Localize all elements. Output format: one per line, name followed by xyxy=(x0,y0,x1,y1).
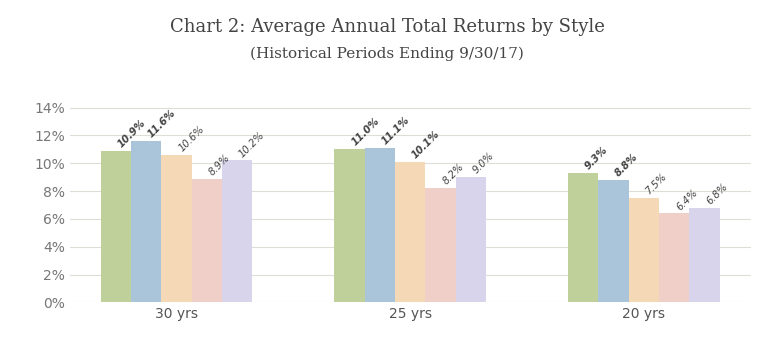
Text: 7.5%: 7.5% xyxy=(644,172,669,197)
Bar xyxy=(628,198,659,302)
Text: (Historical Periods Ending 9/30/17): (Historical Periods Ending 9/30/17) xyxy=(250,47,524,61)
Text: 11.1%: 11.1% xyxy=(380,115,412,147)
Text: 8.8%: 8.8% xyxy=(614,152,640,179)
Bar xyxy=(659,213,690,302)
Bar xyxy=(568,173,598,302)
Bar xyxy=(365,148,395,302)
Bar xyxy=(222,161,252,302)
Bar xyxy=(101,151,131,302)
Legend: Listed Equity REITs, Small-Cap Value, Large-Cap Value, Small-Cap Growth, Large-C: Listed Equity REITs, Small-Cap Value, La… xyxy=(67,355,753,360)
Text: 9.0%: 9.0% xyxy=(471,151,496,176)
Text: 8.2%: 8.2% xyxy=(440,162,466,187)
Text: 11.0%: 11.0% xyxy=(350,116,381,148)
Bar xyxy=(395,162,426,302)
Text: 6.4%: 6.4% xyxy=(674,187,699,212)
Bar xyxy=(426,188,456,302)
Text: 10.9%: 10.9% xyxy=(116,118,148,149)
Bar xyxy=(598,180,628,302)
Text: Chart 2: Average Annual Total Returns by Style: Chart 2: Average Annual Total Returns by… xyxy=(170,18,604,36)
Bar xyxy=(161,155,192,302)
Text: 10.2%: 10.2% xyxy=(238,130,267,159)
Text: 9.3%: 9.3% xyxy=(583,145,610,172)
Bar xyxy=(131,141,161,302)
Bar xyxy=(334,149,365,302)
Text: 10.1%: 10.1% xyxy=(410,129,442,161)
Text: 11.6%: 11.6% xyxy=(146,108,178,140)
Bar xyxy=(192,179,222,302)
Text: 6.8%: 6.8% xyxy=(704,181,730,206)
Bar xyxy=(690,208,720,302)
Bar xyxy=(456,177,486,302)
Text: 10.6%: 10.6% xyxy=(176,124,206,153)
Text: 8.9%: 8.9% xyxy=(207,152,232,177)
